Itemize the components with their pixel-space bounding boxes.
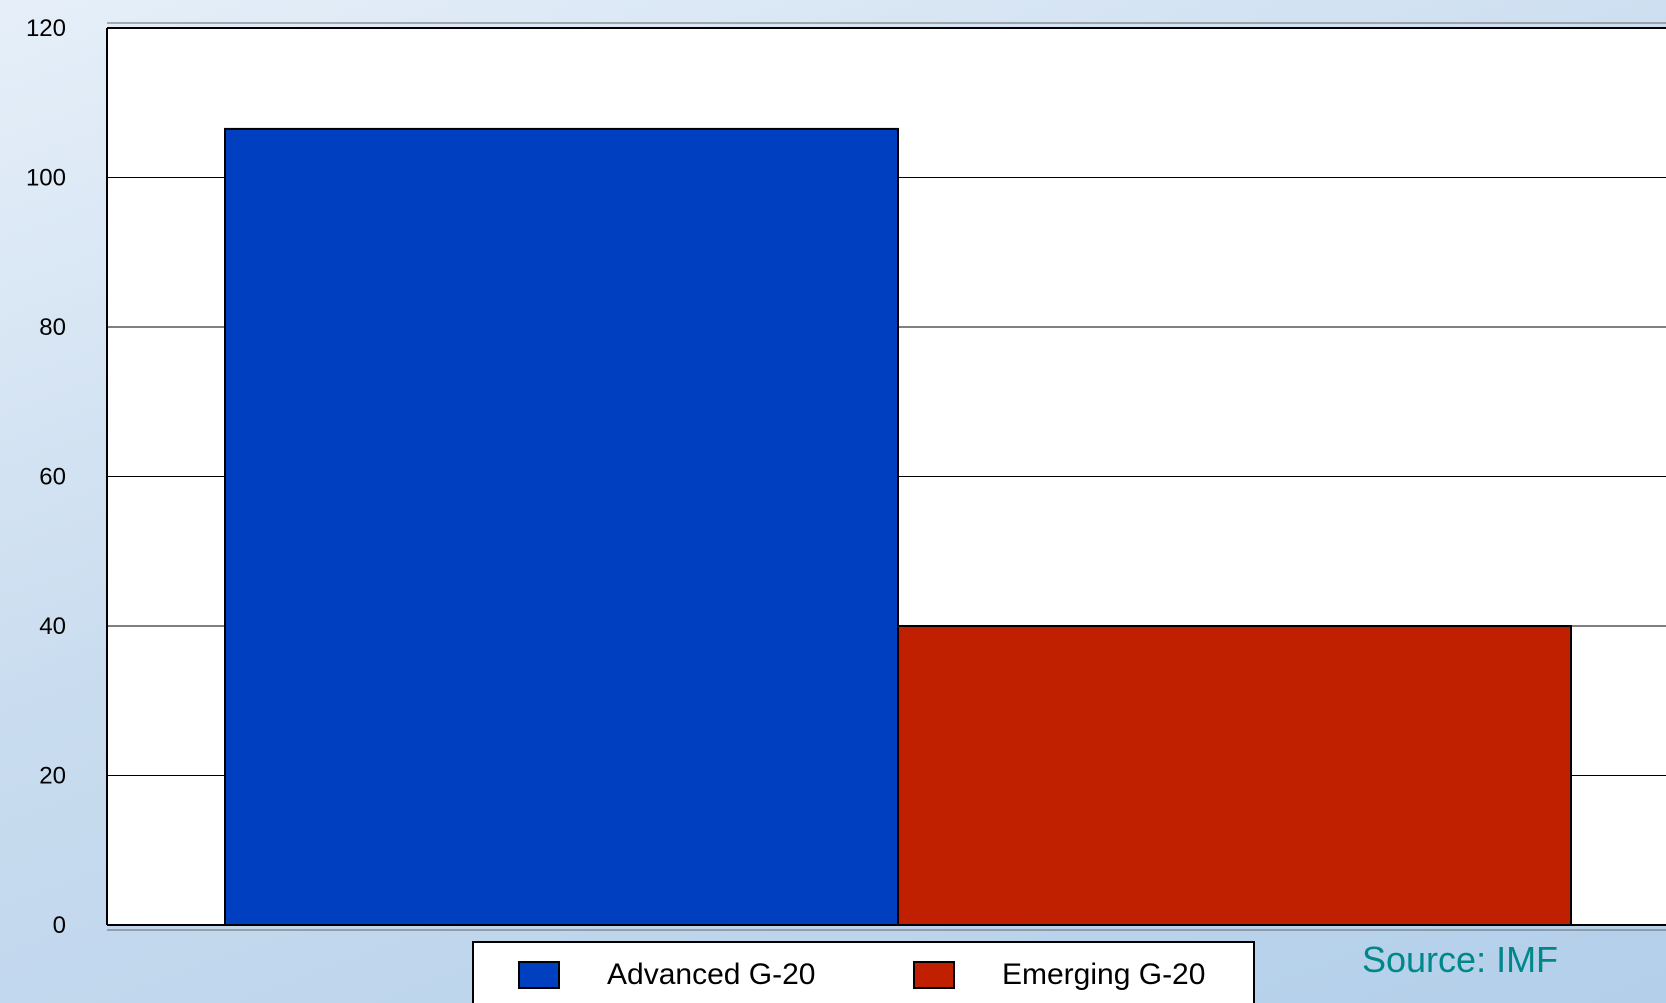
legend-label: Advanced G-20 — [607, 958, 815, 991]
y-tick-label: 120 — [26, 15, 66, 42]
y-tick-label: 80 — [39, 314, 66, 341]
legend-label: Emerging G-20 — [1002, 958, 1205, 991]
y-tick-label: 60 — [39, 464, 66, 491]
bar-advanced-g-20 — [224, 127, 899, 927]
legend-swatch — [913, 961, 955, 989]
y-tick-label: 100 — [26, 165, 66, 192]
y-tick-label: 0 — [53, 912, 66, 939]
bar-emerging-g-20 — [897, 625, 1572, 926]
y-tick-label: 40 — [39, 613, 66, 640]
y-tick-label: 20 — [39, 763, 66, 790]
y-axis-ticks: 0 20 40 60 80 100 120 — [26, 15, 66, 939]
legend-swatch — [518, 961, 560, 989]
bars — [224, 127, 1572, 927]
source-note: Source: IMF — [1362, 939, 1558, 980]
legend-box — [472, 941, 1255, 1003]
legend: Advanced G-20 Emerging G-20 — [472, 941, 1255, 1003]
